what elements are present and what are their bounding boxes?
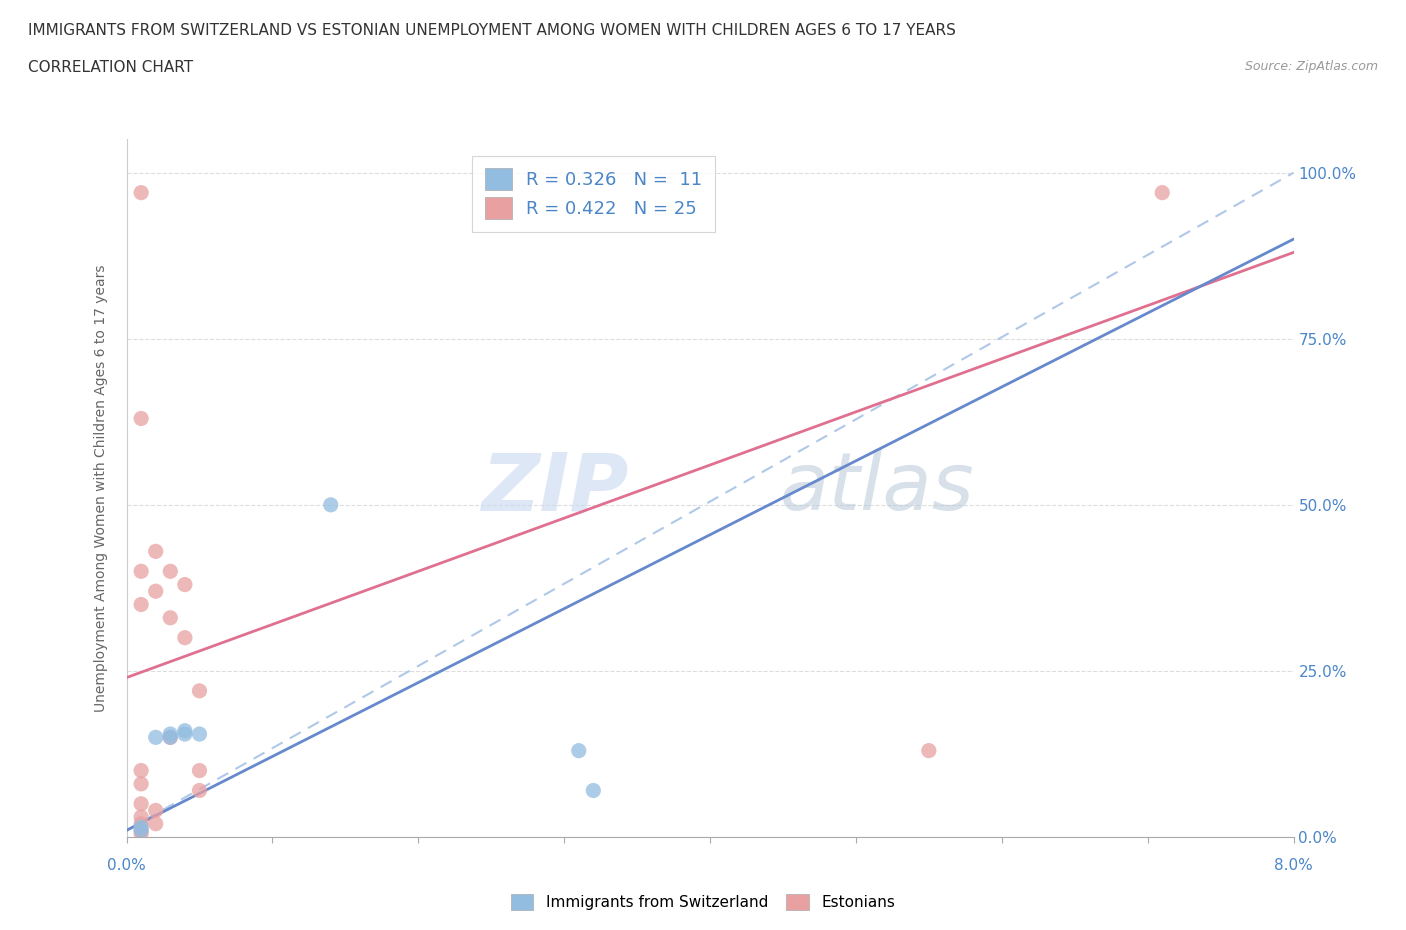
Point [174, 578, 197, 592]
Point [129, 185, 152, 200]
Point [188, 764, 211, 778]
Point [159, 564, 181, 578]
Point [129, 764, 152, 778]
Point [159, 610, 181, 625]
Point [129, 810, 152, 825]
Point [188, 726, 211, 741]
Text: Source: ZipAtlas.com: Source: ZipAtlas.com [1244, 60, 1378, 73]
Point [319, 498, 342, 512]
Point [129, 817, 152, 831]
Point [174, 724, 197, 738]
Point [188, 783, 211, 798]
Y-axis label: Unemployment Among Women with Children Ages 6 to 17 years: Unemployment Among Women with Children A… [94, 264, 108, 712]
Point [145, 730, 167, 745]
Point [129, 826, 152, 841]
Point [129, 823, 152, 838]
Legend: R = 0.326   N =  11, R = 0.422   N = 25: R = 0.326 N = 11, R = 0.422 N = 25 [472, 155, 714, 232]
Text: CORRELATION CHART: CORRELATION CHART [28, 60, 193, 75]
Point [145, 803, 167, 817]
Point [174, 726, 197, 741]
Point [159, 726, 181, 741]
Point [129, 564, 152, 578]
Text: 8.0%: 8.0% [1274, 857, 1313, 872]
Point [159, 730, 181, 745]
Point [174, 631, 197, 645]
Point [568, 743, 591, 758]
Point [159, 730, 181, 745]
Point [188, 684, 211, 698]
Point [145, 817, 167, 831]
Point [129, 819, 152, 834]
Legend: Immigrants from Switzerland, Estonians: Immigrants from Switzerland, Estonians [503, 886, 903, 918]
Text: atlas: atlas [780, 449, 974, 527]
Point [145, 584, 167, 599]
Point [918, 743, 941, 758]
Text: ZIP: ZIP [481, 449, 628, 527]
Text: 0.0%: 0.0% [107, 857, 146, 872]
Point [582, 783, 605, 798]
Point [129, 777, 152, 791]
Point [129, 411, 152, 426]
Text: IMMIGRANTS FROM SWITZERLAND VS ESTONIAN UNEMPLOYMENT AMONG WOMEN WITH CHILDREN A: IMMIGRANTS FROM SWITZERLAND VS ESTONIAN … [28, 23, 956, 38]
Point [129, 597, 152, 612]
Point [1152, 185, 1174, 200]
Point [129, 796, 152, 811]
Point [129, 823, 152, 838]
Point [145, 544, 167, 559]
